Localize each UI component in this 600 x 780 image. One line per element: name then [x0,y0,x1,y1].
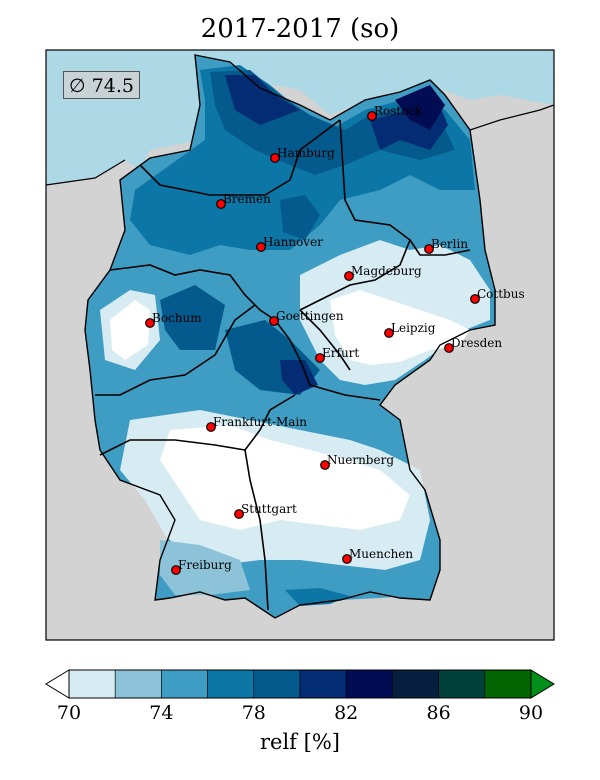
city-label: Magdeburg [351,264,422,278]
city-label: Bremen [223,192,271,206]
city-erfurt: Erfurt [315,346,359,363]
colorbar-segment [299,669,347,699]
city-muenchen: Muenchen [342,547,413,564]
city-hannover: Hannover [256,235,323,252]
city-marker [171,565,181,575]
city-freiburg: Freiburg [171,558,232,575]
colorbar-segment [161,669,208,699]
cities-layer: Rostock Hamburg Bremen Hannover Berlin Magdeb… [145,104,525,575]
city-label: Freiburg [178,558,232,572]
city-marker [145,318,155,328]
country-border [84,54,496,619]
region-navy-center [280,360,318,395]
colorbar-segment [345,669,393,699]
city-marker [270,153,280,163]
map-title: 2017-2017 (so) [200,14,400,44]
region-white-west [110,300,150,360]
city-frankfurt-main: Frankfurt-Main [206,415,307,432]
city-goettingen: Goettingen [269,309,344,326]
region-medium-southwest [160,540,250,595]
city-label: Bochum [152,311,202,325]
city-label: Stuttgart [241,502,297,516]
city-leipzig: Leipzig [384,321,436,338]
city-label: Hamburg [277,146,335,160]
colorbar [45,669,555,699]
city-marker [470,294,480,304]
region-white-south [160,425,410,530]
coastline-neighbours [46,104,554,186]
region-dark-west [160,285,225,350]
city-marker [234,509,244,519]
city-dresden: Dresden [444,336,502,353]
city-marker [444,343,454,353]
city-label: Muenchen [349,547,413,561]
colorbar-segment [114,669,162,699]
city-marker [256,242,266,252]
region-dark-blob-center [280,195,320,240]
state-borders [95,119,471,611]
city-nuernberg: Nuernberg [320,453,394,470]
map-frame [45,49,555,641]
region-darkest [395,85,445,130]
city-magdeburg: Magdeburg [344,264,422,281]
city-marker [216,199,226,209]
colorbar-extend-max [530,669,555,699]
colorbar-tick-label: 74 [149,702,174,724]
city-marker [344,271,354,281]
city-rostock: Rostock [367,104,423,121]
colorbar-segment [207,669,255,699]
city-label: Hannover [263,235,323,249]
city-cottbus: Cottbus [470,287,525,304]
city-bochum: Bochum [145,311,202,328]
city-marker [384,328,394,338]
colorbar-tick-label: 82 [334,702,359,724]
city-label: Rostock [374,104,423,118]
colorbar-extend-min [45,669,70,699]
colorbar-tick-label: 78 [241,702,266,724]
city-marker [367,111,377,121]
city-label: Dresden [451,336,502,350]
region-navy-coast [225,75,300,125]
colorbar-segment [484,669,532,699]
city-marker [320,460,330,470]
region-white-east [330,290,470,365]
city-label: Goettingen [276,309,344,323]
colorbar-segment [68,669,116,699]
colorbar-segment [392,669,439,699]
city-marker [269,316,279,326]
colorbar-label: relf [%] [260,730,340,754]
city-label: Nuernberg [327,453,394,467]
city-label: Erfurt [322,346,359,360]
city-label: Cottbus [477,287,525,301]
city-stuttgart: Stuttgart [234,502,297,519]
colorbar-segment [438,669,486,699]
colorbar-tick-label: 86 [426,702,451,724]
city-marker [342,554,352,564]
city-bremen: Bremen [216,192,271,209]
city-label: Berlin [431,237,468,251]
city-hamburg: Hamburg [270,146,335,163]
city-marker [206,422,216,432]
colorbar-segment [253,669,301,699]
average-badge: ∅ 74.5 [63,71,140,99]
city-label: Frankfurt-Main [213,415,307,429]
region-dark-alps [285,588,350,606]
colorbar-tick-label: 70 [56,702,82,724]
colorbar-tick-label: 90 [518,702,544,724]
city-label: Leipzig [391,321,436,335]
city-berlin: Berlin [424,237,468,254]
city-marker [315,353,325,363]
city-marker [424,244,434,254]
